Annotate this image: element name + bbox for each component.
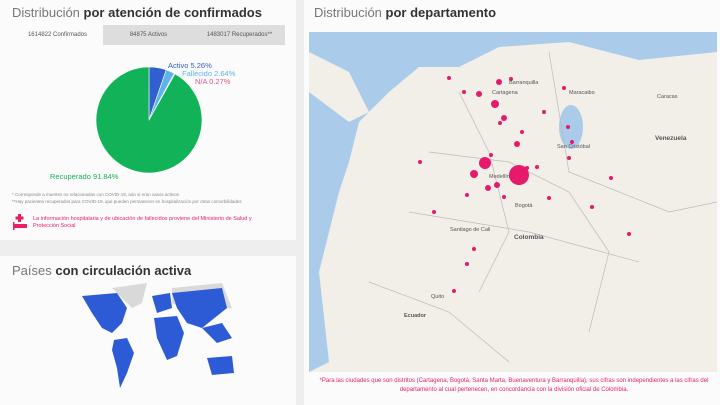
department-marker[interactable] (627, 232, 631, 236)
map-label-maracaibo: Maracaibo (569, 90, 595, 96)
department-marker[interactable] (547, 196, 551, 200)
confirmados-panel: Distribución por atención de confirmados… (0, 0, 296, 240)
tabs: 1614822 Confirmados 84875 Activos 148301… (12, 25, 285, 45)
departamento-title: Distribución por departamento (314, 5, 497, 20)
hospital-note: La información hospitalaria y de ubicaci… (33, 216, 252, 229)
map-label-medellin: Medellín (489, 174, 510, 180)
department-marker[interactable] (491, 100, 499, 108)
department-marker[interactable] (479, 157, 491, 169)
department-marker[interactable] (418, 160, 422, 164)
map-label-ecuador: Ecuador (404, 313, 427, 319)
department-marker[interactable] (470, 170, 478, 178)
department-marker[interactable] (590, 205, 594, 209)
department-marker[interactable] (520, 130, 524, 134)
tab-recuperados[interactable]: 1483017 Recuperados** (206, 32, 273, 38)
department-marker[interactable] (509, 77, 513, 81)
department-marker[interactable] (502, 195, 506, 199)
map-label-venezuela: Venezuela (655, 135, 687, 142)
department-marker[interactable] (525, 166, 529, 170)
pie-label: Activo 5.26% (168, 61, 212, 70)
map-label-barranquilla: Barranquilla (509, 80, 539, 86)
map-label-cartagena: Cartagena (492, 90, 519, 96)
pie-chart: Activo 5.26%Fallecido 2.64%N/A 0.27% Recu… (50, 61, 236, 181)
department-marker[interactable] (452, 289, 456, 293)
department-marker[interactable] (494, 182, 500, 188)
department-marker[interactable] (567, 156, 571, 160)
department-marker[interactable] (496, 79, 502, 85)
note-1: * Corresponde a muertes no relacionadas … (12, 192, 179, 197)
department-marker[interactable] (447, 76, 451, 80)
department-marker[interactable] (465, 193, 469, 197)
department-marker[interactable] (609, 176, 613, 180)
department-marker[interactable] (432, 210, 436, 214)
department-marker[interactable] (562, 86, 566, 90)
pie-label: Recuperado 91.84% (50, 172, 119, 181)
department-marker[interactable] (542, 110, 546, 114)
department-marker[interactable] (566, 125, 570, 129)
department-marker[interactable] (498, 121, 502, 125)
department-marker[interactable] (501, 115, 507, 121)
department-marker[interactable] (570, 140, 574, 144)
department-marker[interactable] (462, 90, 466, 94)
colombia-map[interactable]: Venezuela Colombia Ecuador Medellín Bogo… (309, 32, 717, 372)
footnote: *Para las ciudades que son distritos (Ca… (319, 378, 709, 393)
paises-title: Países con circulación activa (12, 263, 192, 278)
map-label-quito: Quito (431, 294, 444, 300)
world-map[interactable] (72, 278, 272, 403)
confirmados-title: Distribución por atención de confirmados (12, 5, 262, 20)
departamento-panel: Distribución por departamento Venezuela … (304, 0, 720, 405)
tab-activos[interactable]: 84875 Activos (129, 32, 168, 38)
department-marker[interactable] (472, 247, 476, 251)
department-marker[interactable] (485, 185, 491, 191)
department-marker[interactable] (476, 91, 482, 97)
paises-panel: Países con circulación activa (0, 256, 296, 405)
map-label-cali: Santiago de Cali (450, 227, 490, 233)
pie-label: N/A 0.27% (195, 77, 231, 86)
map-label-colombia: Colombia (514, 234, 544, 241)
pie-label: Fallecido 2.64% (182, 69, 236, 78)
department-marker[interactable] (465, 262, 469, 266)
department-marker[interactable] (509, 165, 529, 185)
department-marker[interactable] (489, 153, 493, 157)
map-label-caracas: Caracas (657, 94, 678, 100)
pie-slice-recuperado[interactable] (95, 66, 203, 174)
department-marker[interactable] (514, 141, 520, 147)
note-2: **Hay pacientes recuperados para COVID-1… (12, 199, 242, 204)
department-marker[interactable] (535, 165, 539, 169)
map-label-bogota: Bogotá (515, 203, 533, 209)
map-label-san-cristobal: San Cristóbal (557, 144, 590, 150)
hospital-bed-icon (13, 214, 27, 230)
tab-confirmados[interactable]: 1614822 Confirmados (12, 25, 103, 45)
